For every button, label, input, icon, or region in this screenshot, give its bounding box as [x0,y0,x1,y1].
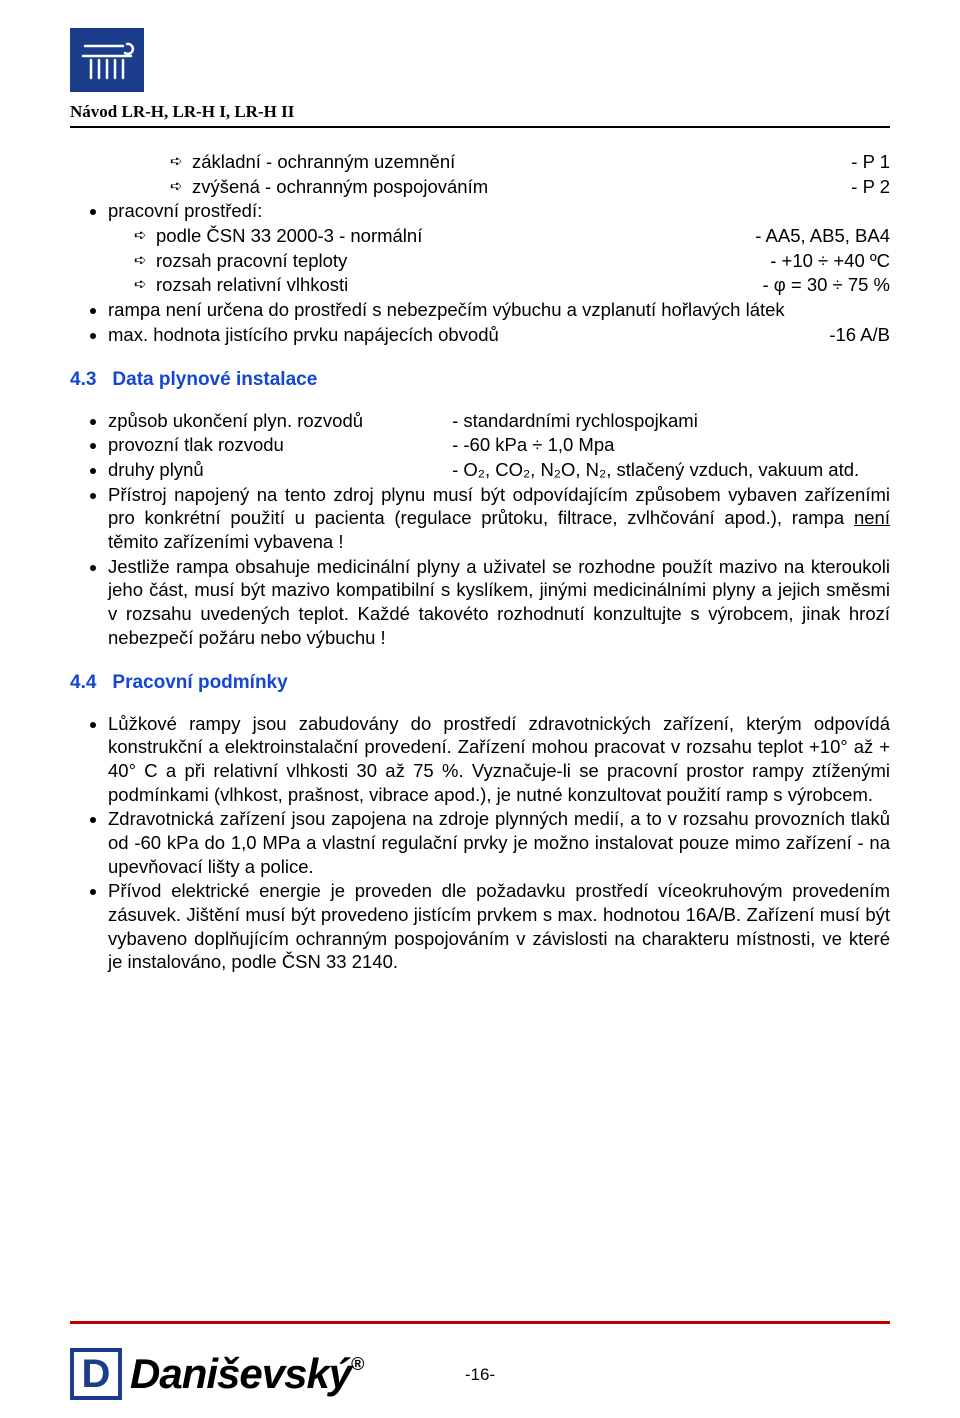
item-value: - +10 ÷ +40 ºC [770,249,890,273]
para-text: Přívod elektrické energie je proveden dl… [108,880,890,972]
list-item: Přístroj napojený na tento zdroj plynu m… [108,483,890,554]
section-heading-4-4: 4.4 Pracovní podmínky [70,671,890,695]
item-label: zvýšená - ochranným pospojováním [192,175,839,199]
list-item: druhy plynů - O₂, CO₂, N₂O, N₂, stlačený… [108,458,890,482]
item-value: - φ = 30 ÷ 75 % [762,273,890,297]
list-item: Lůžkové rampy jsou zabudovány do prostře… [108,712,890,807]
list-item: zvýšená - ochranným pospojováním - P 2 [170,175,890,199]
item-value: - P 2 [851,175,890,199]
item-value: - O₂, CO₂, N₂O, N₂, stlačený vzduch, vak… [452,458,890,482]
item-value: - P 1 [851,150,890,174]
item-value: -16 A/B [829,323,890,347]
section-title: Data plynové instalace [112,369,317,390]
list-item: Přívod elektrické energie je proveden dl… [108,879,890,974]
section-number: 4.3 [70,369,96,390]
para-text: Jestliže rampa obsahuje medicinální plyn… [108,556,890,648]
section-number: 4.4 [70,672,96,693]
item-label: základní - ochranným uzemnění [192,150,839,174]
item-label: rozsah relativní vlhkosti [156,273,750,297]
para-part: těmito zařízeními vybavena ! [108,531,343,552]
item-label: max. hodnota jistícího prvku napájecích … [108,323,817,347]
list-item: pracovní prostředí: podle ČSN 33 2000-3 … [108,199,890,297]
list-item: rampa není určena do prostředí s nebezpe… [108,298,890,322]
item-label: druhy plynů [108,458,452,482]
header-rule [70,126,890,128]
list-item: podle ČSN 33 2000-3 - normální - AA5, AB… [134,224,890,248]
item-value: - AA5, AB5, BA4 [755,224,890,248]
list-item: rozsah relativní vlhkosti - φ = 30 ÷ 75 … [134,273,890,297]
list-item: základní - ochranným uzemnění - P 1 [170,150,890,174]
list-item: Jestliže rampa obsahuje medicinální plyn… [108,555,890,650]
item-label: způsob ukončení plyn. rozvodů [108,409,452,433]
list-item: max. hodnota jistícího prvku napájecích … [108,323,890,347]
section-title: Pracovní podmínky [112,672,287,693]
document-title: Návod LR-H, LR-H I, LR-H II [70,102,890,122]
page-footer: D Daniševský® -16- [70,1321,890,1400]
item-label: provozní tlak rozvodu [108,433,452,457]
list-item: rozsah pracovní teploty - +10 ÷ +40 ºC [134,249,890,273]
item-label: podle ČSN 33 2000-3 - normální [156,224,743,248]
para-part: Přístroj napojený na tento zdroj plynu m… [108,484,890,529]
item-text: rampa není určena do prostředí s nebezpe… [108,299,785,320]
para-text: Zdravotnická zařízení jsou zapojena na z… [108,808,890,876]
item-label: rozsah pracovní teploty [156,249,758,273]
header-logo [70,28,144,92]
item-value: - standardními rychlospojkami [452,409,890,433]
list-item: způsob ukončení plyn. rozvodů - standard… [108,409,890,433]
list-item: provozní tlak rozvodu - -60 kPa ÷ 1,0 Mp… [108,433,890,457]
page-content: základní - ochranným uzemnění - P 1 zvýš… [70,150,890,974]
para-underline: není [854,507,890,528]
list-item: Zdravotnická zařízení jsou zapojena na z… [108,807,890,878]
para-text: Lůžkové rampy jsou zabudovány do prostře… [108,713,890,805]
footer-rule [70,1321,890,1324]
section-heading-4-3: 4.3 Data plynové instalace [70,368,890,392]
item-value: - -60 kPa ÷ 1,0 Mpa [452,433,890,457]
page-number: -16- [70,1365,890,1385]
item-label: pracovní prostředí: [108,200,262,221]
